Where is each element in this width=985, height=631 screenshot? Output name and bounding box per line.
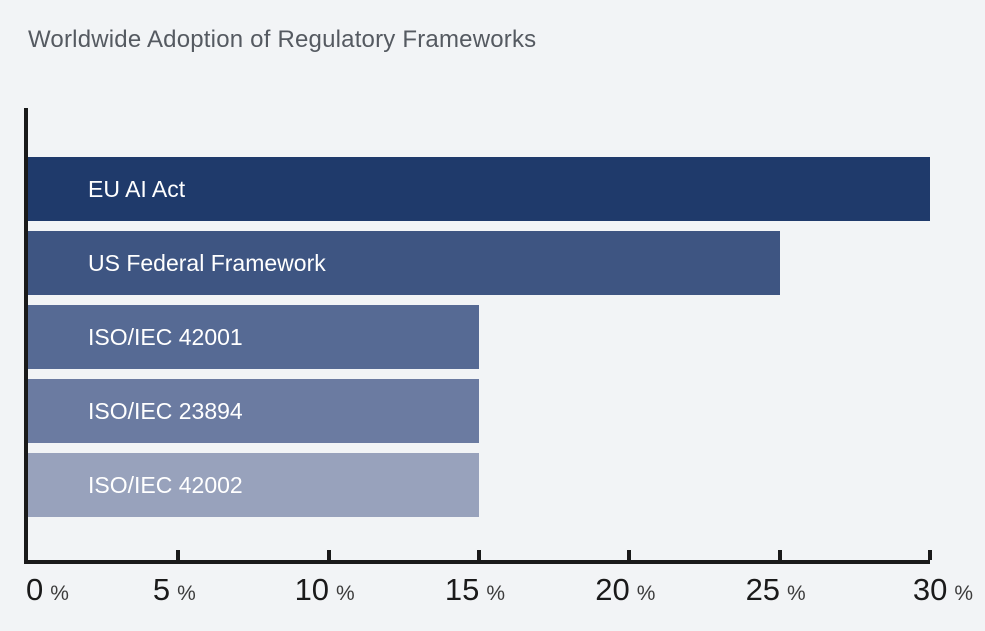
chart-title: Worldwide Adoption of Regulatory Framewo… [28, 26, 537, 53]
bar-label: ISO/IEC 42002 [88, 471, 243, 498]
bar-eu-ai-act: EU AI Act [28, 157, 930, 221]
tick-label-20: 20% [595, 572, 655, 608]
bar-label: ISO/IEC 42001 [88, 323, 243, 350]
axis-tick-15 [477, 550, 481, 560]
tick-number: 15 [444, 572, 480, 607]
bar-label: ISO/IEC 23894 [88, 397, 243, 424]
tick-label-5: 5% [153, 572, 196, 608]
axis-tick-20 [627, 550, 632, 560]
tick-number: 25 [745, 572, 781, 607]
tick-label-0: 0% [26, 572, 69, 608]
bar-iso-iec-23894: ISO/IEC 23894 [28, 379, 479, 443]
axis-tick-10 [326, 550, 331, 560]
tick-label-15: 15% [445, 572, 505, 608]
tick-label-25: 25% [746, 572, 806, 608]
tick-number: 5 [152, 572, 171, 607]
bar-label: US Federal Framework [88, 249, 326, 276]
bar-label: EU AI Act [88, 175, 186, 202]
axis-tick-5 [176, 550, 181, 560]
bar-us-federal-framework: US Federal Framework [28, 231, 780, 295]
tick-number: 10 [294, 572, 330, 607]
tick-percent-sign: % [636, 582, 656, 605]
x-axis-tick-labels: 0% 5% 10% 15% 20% 25% 30% [24, 572, 973, 616]
tick-percent-sign: % [787, 582, 806, 605]
tick-percent-sign: % [954, 582, 974, 605]
plot-area: EU AI Act US Federal Framework ISO/IEC 420… [24, 108, 932, 564]
axis-tick-25 [777, 550, 782, 560]
tick-label-30: 30% [913, 572, 973, 608]
tick-percent-sign: % [486, 582, 506, 605]
tick-number: 20 [595, 572, 630, 607]
tick-number: 30 [912, 572, 948, 607]
axis-tick-30 [928, 550, 932, 560]
tick-number: 0 [26, 572, 44, 607]
bar-iso-iec-42002: ISO/IEC 42002 [28, 453, 479, 517]
tick-percent-sign: % [336, 582, 355, 605]
tick-percent-sign: % [50, 582, 69, 605]
bar-area: EU AI Act US Federal Framework ISO/IEC 420… [28, 157, 930, 527]
bar-iso-iec-42001: ISO/IEC 42001 [28, 305, 479, 369]
tick-label-10: 10% [295, 572, 355, 608]
tick-percent-sign: % [177, 582, 196, 605]
